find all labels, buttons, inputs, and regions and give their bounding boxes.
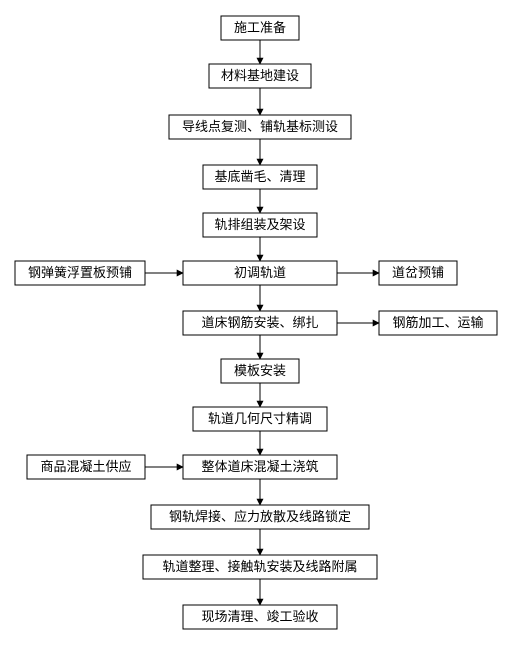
node-n12: 轨道整理、接触轨安装及线路附属	[143, 555, 377, 579]
node-label: 钢轨焊接、应力放散及线路锁定	[169, 509, 351, 524]
node-n13: 现场清理、竣工验收	[183, 605, 337, 629]
node-n1: 施工准备	[221, 16, 299, 40]
node-n6L: 钢弹簧浮置板预铺	[15, 261, 145, 285]
node-n7: 道床钢筋安装、绑扎	[183, 311, 337, 335]
node-label: 初调轨道	[234, 265, 286, 280]
node-label: 钢筋加工、运输	[392, 315, 483, 330]
node-label: 整体道床混凝土浇筑	[201, 459, 318, 474]
node-label: 轨排组装及架设	[214, 217, 305, 232]
node-n10: 整体道床混凝土浇筑	[183, 455, 337, 479]
node-label: 轨道几何尺寸精调	[208, 411, 312, 426]
node-n7R: 钢筋加工、运输	[379, 311, 497, 335]
node-n9: 轨道几何尺寸精调	[193, 407, 327, 431]
node-n8: 模板安装	[221, 359, 299, 383]
node-n4: 基底凿毛、清理	[203, 165, 317, 189]
node-label: 基底凿毛、清理	[214, 169, 305, 184]
node-label: 模板安装	[234, 363, 286, 378]
node-n6: 初调轨道	[183, 261, 337, 285]
node-label: 轨道整理、接触轨安装及线路附属	[162, 559, 357, 574]
node-label: 施工准备	[234, 20, 286, 35]
node-label: 道床钢筋安装、绑扎	[201, 315, 318, 330]
node-n3: 导线点复测、铺轨基标测设	[169, 115, 351, 139]
node-n6R: 道岔预铺	[379, 261, 457, 285]
node-label: 材料基地建设	[221, 68, 299, 83]
nodes-layer: 施工准备材料基地建设导线点复测、铺轨基标测设基底凿毛、清理轨排组装及架设初调轨道…	[15, 16, 497, 629]
node-label: 钢弹簧浮置板预铺	[28, 265, 132, 280]
node-n5: 轨排组装及架设	[203, 213, 317, 237]
node-label: 导线点复测、铺轨基标测设	[182, 119, 338, 134]
flowchart: 施工准备材料基地建设导线点复测、铺轨基标测设基底凿毛、清理轨排组装及架设初调轨道…	[0, 0, 524, 666]
node-label: 商品混凝土供应	[40, 459, 131, 474]
node-label: 现场清理、竣工验收	[201, 609, 318, 624]
node-n10L: 商品混凝土供应	[27, 455, 145, 479]
node-n2: 材料基地建设	[209, 64, 311, 88]
node-n11: 钢轨焊接、应力放散及线路锁定	[151, 505, 369, 529]
node-label: 道岔预铺	[392, 265, 444, 280]
